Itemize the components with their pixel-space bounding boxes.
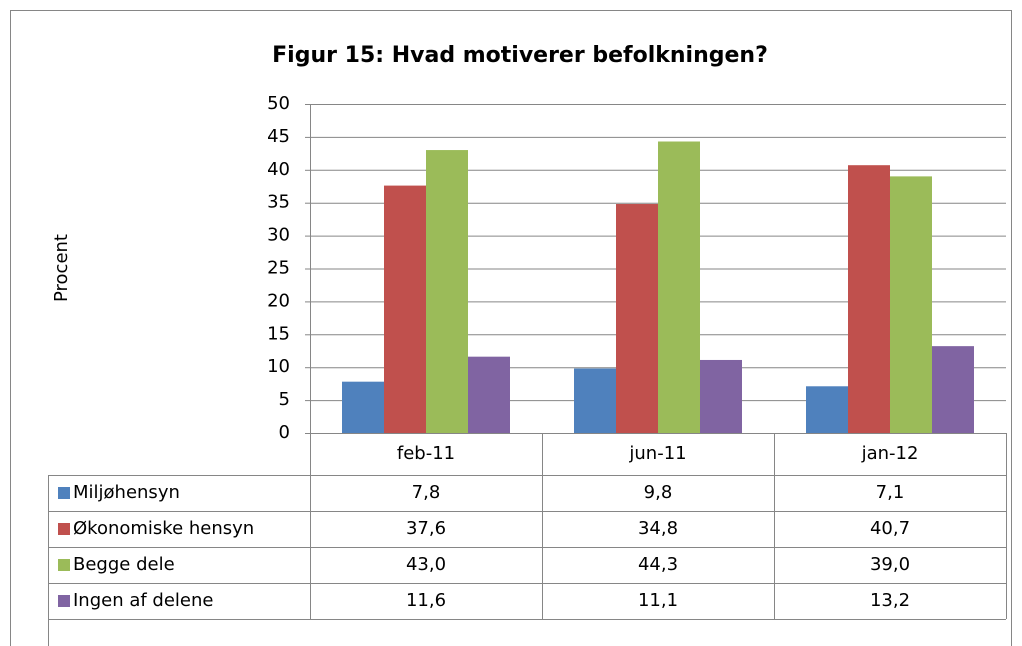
bar <box>700 359 742 433</box>
y-axis-label: Procent <box>51 234 72 302</box>
x-tick-label: feb-11 <box>397 443 455 464</box>
y-tick-label: 5 <box>279 389 290 410</box>
data-label: 40,7 <box>870 518 910 539</box>
y-tick-label: 10 <box>267 356 290 377</box>
y-tick-label: 25 <box>267 258 290 279</box>
data-label: 44,3 <box>638 554 678 575</box>
legend-key <box>58 523 70 535</box>
x-tick-label: jan-12 <box>861 443 919 464</box>
bar <box>426 150 468 433</box>
y-tick-label: 30 <box>267 225 290 246</box>
data-label: 7,1 <box>876 482 905 503</box>
data-label: 34,8 <box>638 518 678 539</box>
data-label: 39,0 <box>870 554 910 575</box>
chart-title: Figur 15: Hvad motiverer befolkningen? <box>272 43 768 68</box>
data-label: 11,6 <box>406 590 446 611</box>
bar <box>342 381 384 433</box>
bar <box>574 368 616 433</box>
legend-key <box>58 595 70 607</box>
bar <box>932 346 974 433</box>
bar <box>468 356 510 433</box>
y-tick-label: 20 <box>267 290 290 311</box>
x-tick-label: jun-11 <box>628 443 686 464</box>
y-tick-label: 0 <box>279 422 290 443</box>
bar <box>384 185 426 433</box>
data-label: 13,2 <box>870 590 910 611</box>
data-label: 11,1 <box>638 590 678 611</box>
bar <box>616 204 658 433</box>
y-tick-label: 45 <box>267 126 290 147</box>
bar <box>658 141 700 434</box>
legend-key <box>58 559 70 571</box>
chart-frame <box>10 10 1012 646</box>
data-label: 37,6 <box>406 518 446 539</box>
legend-label: Økonomiske hensyn <box>73 518 254 539</box>
data-label: 7,8 <box>412 482 441 503</box>
data-label: 43,0 <box>406 554 446 575</box>
bar <box>848 165 890 433</box>
legend-label: Miljøhensyn <box>73 482 180 503</box>
y-tick-label: 15 <box>267 323 290 344</box>
y-tick-label: 40 <box>267 159 290 180</box>
legend-label: Begge dele <box>73 554 175 575</box>
legend-label: Ingen af delene <box>73 590 214 611</box>
legend-key <box>58 487 70 499</box>
bar <box>806 386 848 433</box>
data-label: 9,8 <box>644 482 673 503</box>
bar <box>890 176 932 433</box>
y-tick-label: 50 <box>267 93 290 114</box>
y-tick-label: 35 <box>267 192 290 213</box>
